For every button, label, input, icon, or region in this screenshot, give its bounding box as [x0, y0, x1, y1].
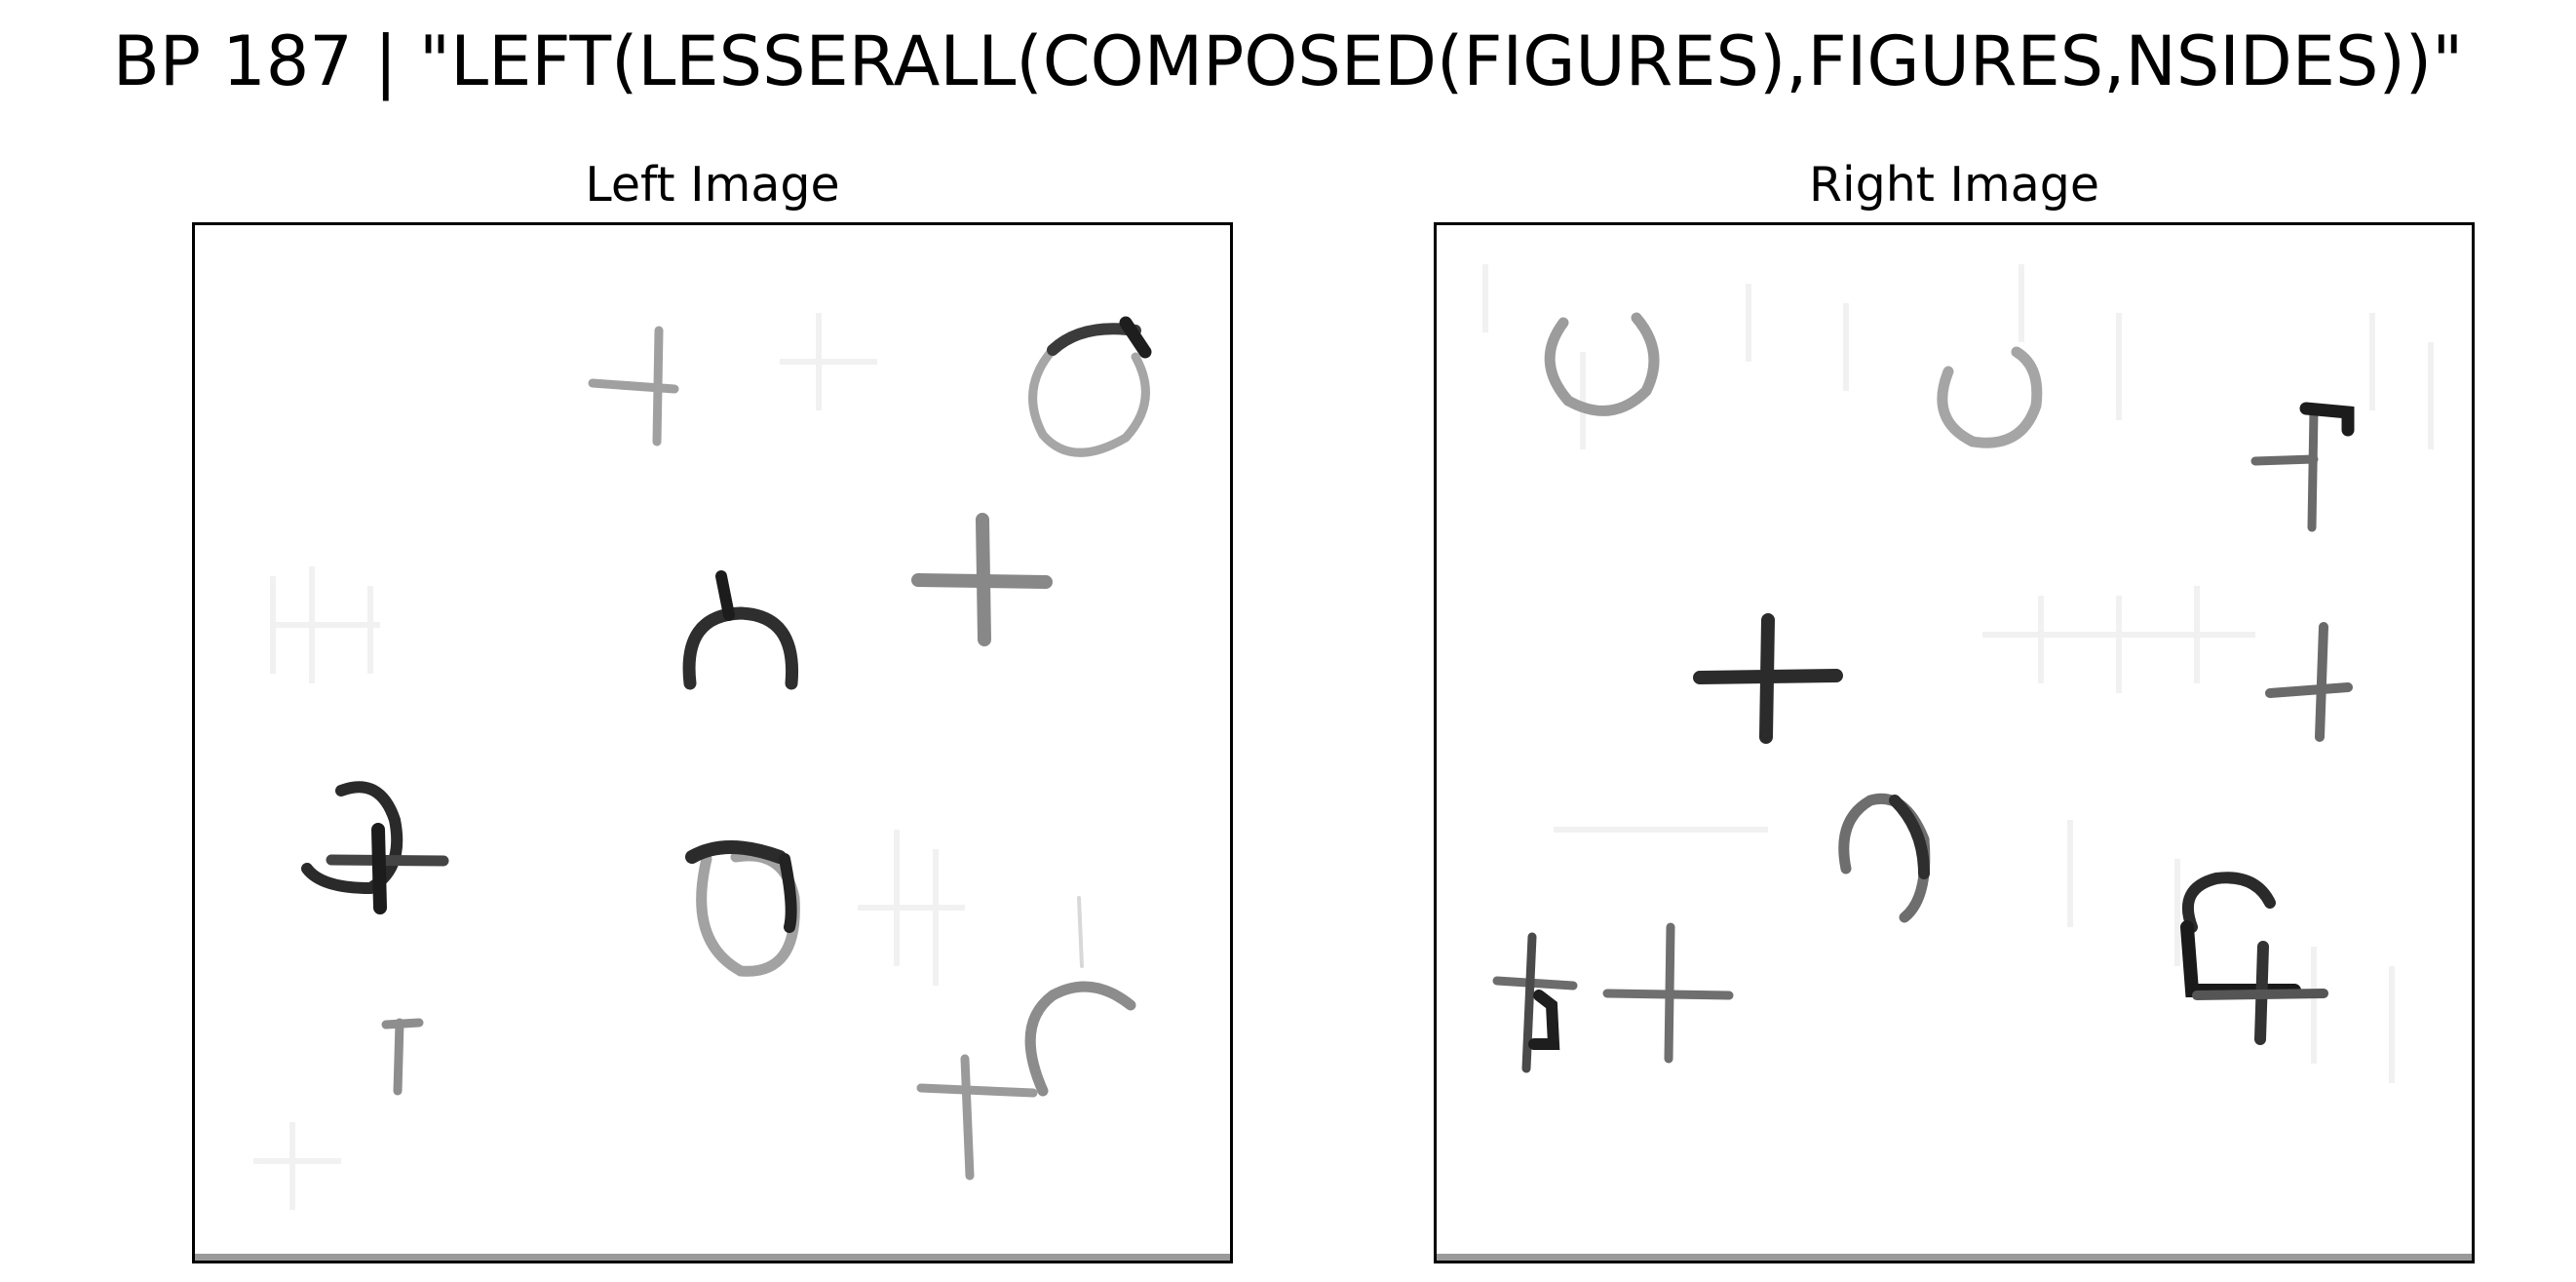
- cross-figure: [916, 1054, 1038, 1181]
- ghost-marks: [253, 313, 965, 1210]
- left-image-title: Left Image: [585, 157, 840, 213]
- cross-figure: [1602, 922, 1734, 1064]
- cross-composed-figure: [2180, 872, 2328, 1045]
- cross-composed-figure: [1024, 896, 1136, 1097]
- left-image-panel: [192, 222, 1233, 1263]
- right-image-canvas: [1482, 264, 2434, 1083]
- ghost-marks: [1482, 264, 2434, 1083]
- cross-composed-figure: [301, 781, 449, 914]
- cross-figure: [588, 326, 679, 447]
- cross-figure: [911, 513, 1053, 646]
- cross-figure: [1693, 613, 1843, 744]
- circle-figure: [1937, 346, 2043, 448]
- circle-figure: [1544, 312, 1660, 416]
- circle-figure: [685, 840, 800, 977]
- cross-composed-figure: [2250, 402, 2355, 532]
- right-image-title: Right Image: [1808, 157, 2100, 213]
- circle-figure: [1838, 793, 1931, 923]
- circle-figure: [1028, 316, 1152, 457]
- cross-figure: [2265, 622, 2353, 742]
- right-image-panel: [1434, 222, 2475, 1263]
- left-image-canvas: [253, 313, 1152, 1210]
- cross-composed-figure: [682, 570, 799, 690]
- cross-composed-figure: [1492, 932, 1578, 1073]
- right-panel-bottom-edge: [1437, 1254, 2472, 1261]
- figure-title: BP 187 | "LEFT(LESSERALL(COMPOSED(FIGURE…: [112, 21, 2464, 101]
- cross-figure: [381, 1018, 424, 1096]
- left-panel-bottom-edge: [195, 1254, 1230, 1261]
